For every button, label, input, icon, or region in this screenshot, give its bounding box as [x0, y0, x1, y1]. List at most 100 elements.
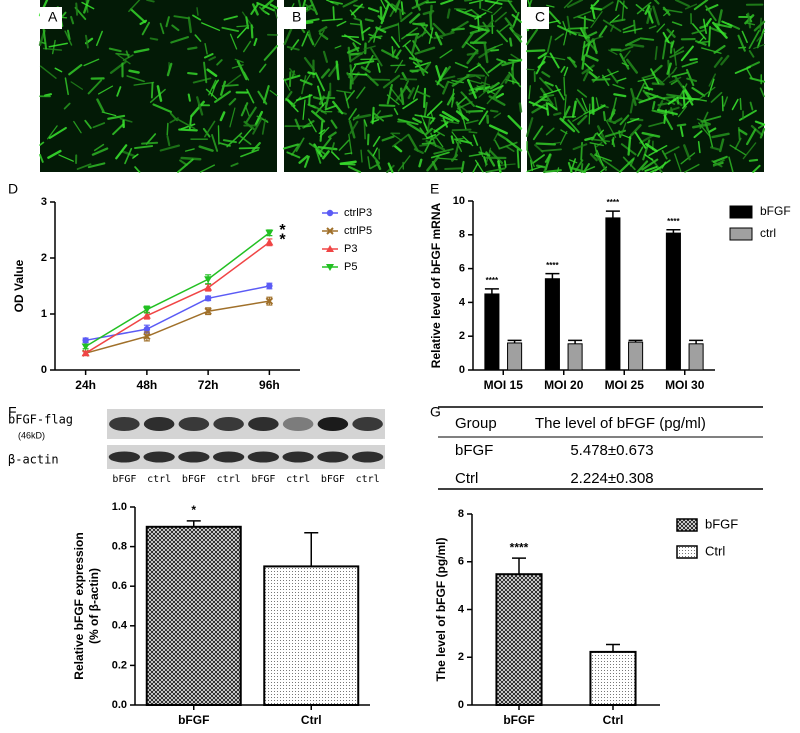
- cell: [439, 49, 453, 59]
- cell: [295, 94, 313, 102]
- y-tick-label: 0.4: [112, 620, 128, 632]
- cell: [507, 115, 523, 130]
- cell: [83, 0, 90, 14]
- cell: [178, 128, 198, 132]
- cell: [313, 29, 325, 48]
- cell: [345, 90, 355, 102]
- cell: [63, 102, 71, 110]
- cell: [331, 151, 340, 161]
- cell: [677, 105, 687, 118]
- cell: [612, 117, 623, 125]
- cell: [66, 29, 71, 41]
- cell: [493, 131, 500, 141]
- blot-lane-label: bFGF: [182, 474, 206, 485]
- cell: [682, 100, 690, 109]
- cell: [47, 125, 58, 140]
- cell: [666, 28, 676, 38]
- cell: [397, 155, 411, 172]
- cell: [204, 42, 208, 55]
- marker: [143, 325, 151, 333]
- cell: [421, 62, 431, 75]
- annotation: ****: [486, 276, 499, 285]
- cell: [222, 139, 237, 144]
- cell: [269, 89, 278, 97]
- cell: [699, 99, 708, 102]
- cell: [359, 20, 365, 41]
- cell: [642, 89, 651, 100]
- cell: [319, 126, 330, 138]
- cell: [641, 73, 656, 79]
- cell: [304, 155, 310, 168]
- cell: [221, 84, 239, 88]
- error-bar: [628, 339, 643, 343]
- cell: [203, 61, 208, 84]
- error-bar: [666, 228, 681, 234]
- cell: [344, 152, 353, 155]
- cell: [361, 26, 371, 34]
- blot-row-label: bFGF-flag: [8, 413, 73, 427]
- cell: [627, 117, 640, 124]
- cell: [684, 3, 698, 10]
- cell: [307, 33, 315, 46]
- cell: [219, 111, 226, 122]
- cell: [463, 9, 472, 14]
- cell: [404, 85, 412, 93]
- cell: [741, 30, 748, 44]
- blot-band: [178, 451, 210, 463]
- cell: [382, 74, 401, 89]
- cell: [684, 89, 694, 106]
- cell: [712, 155, 728, 163]
- cell: [258, 63, 267, 73]
- cell: [744, 22, 756, 26]
- cell: [177, 118, 196, 130]
- cell: [234, 58, 244, 63]
- cell: [490, 49, 500, 52]
- cell: [488, 124, 508, 135]
- cell: [423, 101, 428, 117]
- panel-label: G: [430, 404, 441, 420]
- cell: [683, 144, 691, 161]
- cell: [708, 127, 717, 134]
- x-tick-label: 96h: [259, 378, 280, 392]
- cell: [576, 89, 588, 98]
- cell: [291, 96, 302, 107]
- cell: [664, 97, 676, 106]
- cell: [746, 128, 757, 146]
- cell: [187, 93, 191, 102]
- cell: [425, 1, 437, 4]
- cell: [656, 108, 678, 116]
- cell: [446, 8, 451, 19]
- marker: [81, 349, 90, 357]
- cell: [315, 101, 327, 114]
- bar: [544, 278, 560, 371]
- cell: [401, 27, 418, 40]
- cell: [386, 83, 393, 105]
- cell: [372, 147, 378, 157]
- blot-band: [143, 417, 175, 431]
- cell: [468, 131, 478, 134]
- cell: [397, 118, 419, 126]
- cell: [488, 149, 504, 165]
- cell: [728, 156, 734, 173]
- cell: [54, 67, 63, 73]
- cell: [132, 153, 139, 159]
- cell: [429, 117, 436, 125]
- cell: [223, 15, 238, 21]
- cell: [674, 0, 690, 8]
- cell: [93, 143, 105, 152]
- cell: [236, 26, 248, 39]
- cell: [708, 132, 714, 148]
- cell: [391, 49, 396, 58]
- cell: [598, 25, 608, 38]
- cell: [493, 112, 502, 119]
- cell: [426, 100, 443, 117]
- error-bar: [606, 643, 620, 652]
- y-tick-label: 10: [453, 195, 465, 207]
- cell: [582, 38, 596, 49]
- cell: [204, 120, 216, 138]
- cell: [590, 35, 604, 41]
- y-tick-label: 6: [459, 263, 465, 275]
- cell: [486, 43, 503, 51]
- cell: [596, 149, 604, 166]
- y-tick-label: 4: [459, 296, 466, 308]
